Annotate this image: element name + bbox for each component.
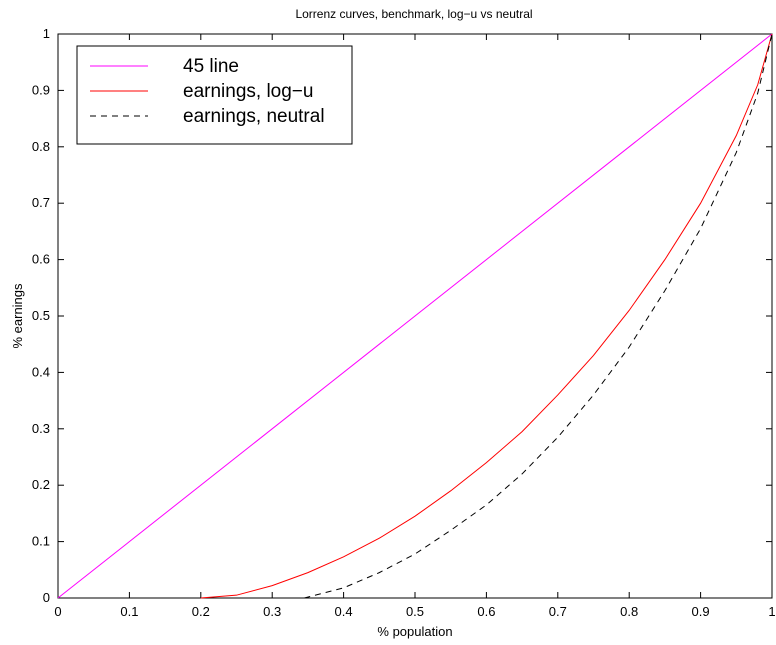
y-axis-label: % earnings xyxy=(10,283,25,349)
y-tick-label: 0.2 xyxy=(32,477,50,492)
chart-title: Lorrenz curves, benchmark, log−u vs neut… xyxy=(295,7,532,21)
y-tick-label: 0 xyxy=(43,590,50,605)
x-tick-label: 0.5 xyxy=(406,604,424,619)
y-tick-labels: 0 0.1 0.2 0.3 0.4 0.5 0.6 0.7 0.8 0.9 1 xyxy=(32,26,50,605)
x-tick-labels: 0 0.1 0.2 0.3 0.4 0.5 0.6 0.7 0.8 0.9 1 xyxy=(54,604,775,619)
y-tick-label: 0.5 xyxy=(32,308,50,323)
x-tick-label: 0.6 xyxy=(477,604,495,619)
y-tick-label: 1 xyxy=(43,26,50,41)
x-tick-label: 0.8 xyxy=(620,604,638,619)
y-tick-label: 0.9 xyxy=(32,82,50,97)
x-tick-label: 0.2 xyxy=(192,604,210,619)
x-tick-label: 0.1 xyxy=(120,604,138,619)
y-tick-label: 0.7 xyxy=(32,195,50,210)
y-tick-label: 0.3 xyxy=(32,421,50,436)
axis-ticks xyxy=(57,33,773,599)
y-tick-label: 0.1 xyxy=(32,534,50,549)
legend-label-0: 45 line xyxy=(183,56,239,77)
x-tick-label: 0.3 xyxy=(263,604,281,619)
x-tick-label: 1 xyxy=(768,604,775,619)
x-tick-label: 0 xyxy=(54,604,61,619)
y-tick-label: 0.4 xyxy=(32,364,50,379)
series-line-2 xyxy=(304,33,773,599)
x-axis-label: % population xyxy=(377,624,452,639)
x-tick-label: 0.4 xyxy=(335,604,353,619)
legend-label-1: earnings, log−u xyxy=(183,81,313,102)
series-lines xyxy=(57,33,773,599)
x-tick-label: 0.7 xyxy=(549,604,567,619)
x-tick-label: 0.9 xyxy=(692,604,710,619)
legend: 45 line earnings, log−u earnings, neutral xyxy=(76,45,353,145)
series-line-1 xyxy=(200,33,773,599)
y-tick-label: 0.8 xyxy=(32,139,50,154)
legend-box xyxy=(76,45,353,145)
legend-label-2: earnings, neutral xyxy=(183,106,325,127)
y-tick-label: 0.6 xyxy=(32,252,50,267)
series-line-0 xyxy=(57,33,773,599)
